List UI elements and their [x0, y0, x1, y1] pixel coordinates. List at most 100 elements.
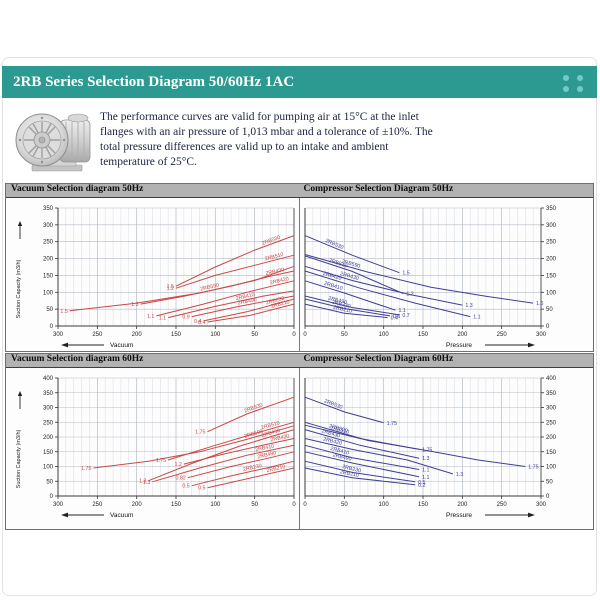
svg-text:0.9: 0.9: [182, 315, 189, 321]
svg-text:2RB230: 2RB230: [341, 464, 361, 474]
svg-text:1.1: 1.1: [159, 316, 166, 322]
svg-text:100: 100: [379, 332, 390, 338]
svg-text:100: 100: [210, 332, 221, 338]
svg-text:50: 50: [546, 307, 553, 313]
chart-title-vacuum-50hz: Vacuum Selection diagram 50Hz: [11, 184, 144, 194]
svg-text:50: 50: [46, 307, 53, 313]
svg-text:0.5: 0.5: [182, 484, 189, 490]
svg-text:2RB420: 2RB420: [322, 271, 342, 282]
svg-text:1.3: 1.3: [131, 302, 138, 308]
svg-text:300: 300: [53, 332, 64, 338]
svg-text:0.5: 0.5: [418, 480, 425, 486]
svg-text:300: 300: [546, 406, 557, 412]
svg-text:2RB230: 2RB230: [242, 463, 262, 473]
svg-text:1.75: 1.75: [528, 465, 538, 471]
svg-text:1.3: 1.3: [422, 456, 429, 462]
svg-text:1.5: 1.5: [167, 284, 174, 290]
svg-text:1.3: 1.3: [456, 472, 463, 478]
svg-text:2RB530: 2RB530: [323, 398, 343, 410]
svg-text:100: 100: [546, 465, 557, 471]
svg-text:1.5: 1.5: [402, 271, 409, 277]
svg-text:250: 250: [43, 240, 54, 246]
svg-text:1.3: 1.3: [143, 480, 150, 486]
svg-text:350: 350: [43, 391, 54, 397]
dot-icon: [563, 86, 569, 92]
svg-text:0: 0: [303, 502, 307, 508]
svg-text:2RB510: 2RB510: [260, 420, 280, 431]
svg-text:0.5: 0.5: [198, 486, 205, 492]
svg-text:200: 200: [132, 332, 143, 338]
panel-50hz: Vacuum Selection diagram 50Hz Compressor…: [5, 183, 594, 352]
svg-text:1.75: 1.75: [156, 458, 166, 464]
svg-text:1.75: 1.75: [81, 466, 91, 472]
chart-title-compressor-50hz: Compressor Selection Diagram 50Hz: [303, 184, 454, 194]
svg-text:150: 150: [418, 332, 429, 338]
svg-text:2RB590: 2RB590: [244, 429, 264, 440]
selection-charts-50hz: 0 50 100 150 200 250 300 0 50 100 150 200 250 300 350 S…: [16, 198, 557, 352]
svg-text:50: 50: [251, 332, 258, 338]
svg-text:200: 200: [546, 435, 557, 441]
svg-text:0.4: 0.4: [198, 320, 205, 326]
svg-text:300: 300: [43, 406, 54, 412]
svg-text:100: 100: [210, 502, 221, 508]
svg-text:Pressure: Pressure: [446, 512, 472, 519]
svg-text:2RB420: 2RB420: [269, 276, 289, 286]
svg-text:2RB430: 2RB430: [339, 271, 359, 282]
svg-text:50: 50: [251, 502, 258, 508]
svg-text:250: 250: [546, 420, 557, 426]
dot-icon: [563, 75, 569, 81]
svg-text:350: 350: [43, 206, 54, 212]
svg-text:2RB210: 2RB210: [332, 305, 352, 315]
svg-text:1.75: 1.75: [195, 430, 205, 436]
svg-text:2RB590: 2RB590: [341, 259, 361, 270]
svg-text:0: 0: [50, 494, 54, 500]
intro-section: The performance curves are valid for pum…: [12, 106, 590, 180]
svg-text:0.6: 0.6: [393, 314, 400, 320]
panel-60hz-header: Vacuum Selection diagram 60Hz Compressor…: [6, 354, 593, 368]
svg-text:300: 300: [536, 332, 547, 338]
svg-text:2RB410: 2RB410: [255, 443, 275, 453]
page-title: 2RB Series Selection Diagram 50/60Hz 1AC: [13, 74, 295, 90]
svg-text:100: 100: [43, 290, 54, 296]
svg-text:2RB530: 2RB530: [324, 238, 344, 251]
svg-text:1.6: 1.6: [536, 301, 543, 307]
svg-text:Suction Capacity (m3/h): Suction Capacity (m3/h): [16, 429, 22, 488]
panel-50hz-header: Vacuum Selection diagram 50Hz Compressor…: [6, 184, 593, 198]
chart-title-vacuum-60hz: Vacuum Selection diagram 60Hz: [11, 354, 144, 364]
svg-text:2RB210: 2RB210: [339, 469, 359, 479]
svg-text:150: 150: [546, 450, 557, 456]
dot-icon: [577, 86, 583, 92]
svg-text:2RB420: 2RB420: [270, 433, 290, 443]
svg-text:1.3: 1.3: [139, 479, 146, 485]
svg-text:100: 100: [379, 502, 390, 508]
svg-text:1.1: 1.1: [473, 315, 480, 321]
svg-text:250: 250: [497, 332, 508, 338]
svg-text:100: 100: [546, 290, 557, 296]
svg-text:2RB210: 2RB210: [270, 299, 290, 310]
svg-text:150: 150: [171, 332, 182, 338]
svg-text:0: 0: [303, 332, 307, 338]
svg-text:0: 0: [292, 502, 296, 508]
svg-text:150: 150: [43, 273, 54, 279]
svg-text:1.2: 1.2: [167, 286, 174, 292]
svg-text:400: 400: [43, 376, 54, 382]
panel-60hz: Vacuum Selection diagram 60Hz Compressor…: [5, 353, 594, 530]
svg-text:50: 50: [341, 502, 348, 508]
svg-text:2RB410: 2RB410: [323, 281, 343, 292]
svg-text:0.7: 0.7: [402, 313, 409, 319]
svg-text:250: 250: [43, 420, 54, 426]
svg-text:0: 0: [546, 324, 550, 330]
svg-text:1.5: 1.5: [60, 309, 67, 315]
svg-text:0.2: 0.2: [418, 483, 425, 489]
svg-text:1.75: 1.75: [387, 421, 397, 427]
svg-text:300: 300: [546, 223, 557, 229]
svg-text:2RB230: 2RB230: [331, 299, 351, 309]
svg-text:Suction Capacity (m3/h): Suction Capacity (m3/h): [16, 259, 22, 318]
svg-text:Pressure: Pressure: [446, 342, 472, 349]
svg-text:1.2: 1.2: [174, 462, 181, 468]
svg-text:2RB230: 2RB230: [265, 296, 285, 307]
svg-text:0: 0: [546, 494, 550, 500]
svg-text:2RB420: 2RB420: [322, 437, 342, 447]
title-bar: 2RB Series Selection Diagram 50/60Hz 1AC: [2, 66, 597, 98]
svg-text:150: 150: [546, 273, 557, 279]
